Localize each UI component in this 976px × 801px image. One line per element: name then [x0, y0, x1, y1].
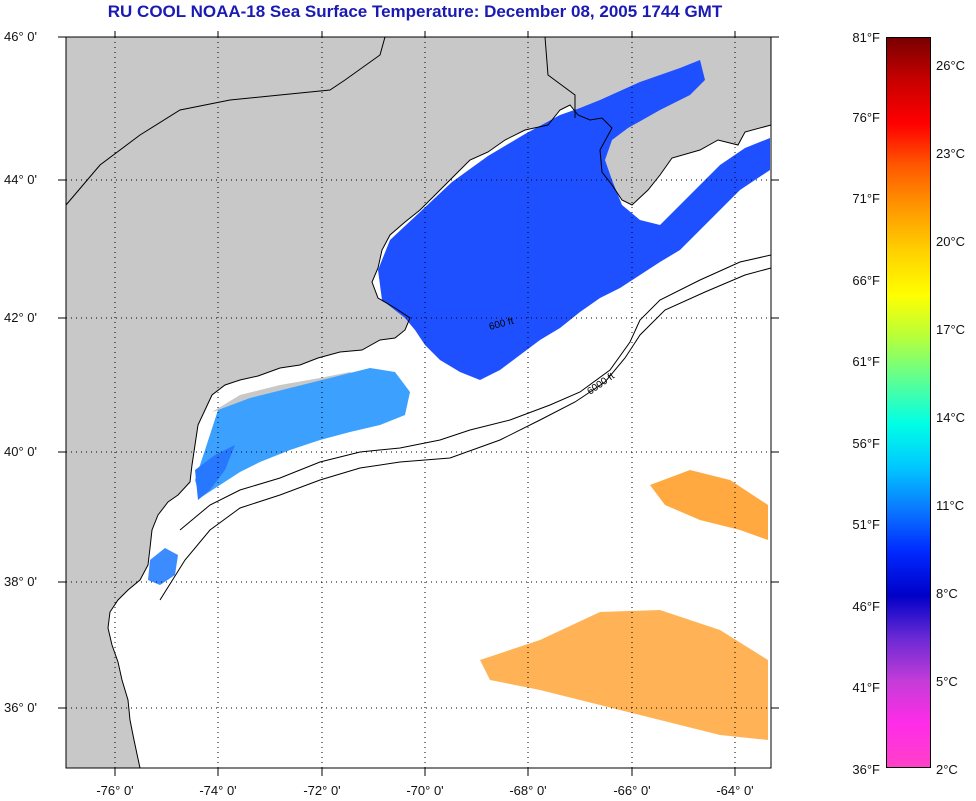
lat-label-40: 40° 0' — [4, 444, 37, 459]
lon-label-76: -76° 0' — [96, 783, 134, 798]
lat-label-42: 42° 0' — [4, 310, 37, 325]
colorbar-label-41f: 41°F — [852, 680, 880, 695]
colorbar-label-26c: 26°C — [936, 58, 966, 73]
colorbar-label-11c: 11°C — [936, 498, 965, 513]
sst-mid-atlantic-bight — [195, 368, 410, 498]
colorbar-label-61f: 61°F — [852, 354, 880, 369]
sst-coastal-md — [148, 548, 178, 585]
colorbar-label-66f: 66°F — [852, 273, 880, 288]
colorbar-label-5c: 5°C — [936, 674, 958, 689]
map-ticks — [58, 31, 779, 776]
land-area — [66, 37, 771, 768]
graticule — [66, 37, 771, 768]
colorbar-label-56f: 56°F — [852, 436, 880, 451]
lon-label-64: -64° 0' — [716, 783, 754, 798]
colorbar-label-14c: 14°C — [936, 410, 966, 425]
map-frame — [65, 36, 772, 769]
colorbar-label-2c: 2°C — [936, 762, 958, 777]
colorbar-label-20c: 20°C — [936, 234, 966, 249]
lat-label-44: 44° 0' — [4, 172, 37, 187]
colorbar-label-23c: 23°C — [936, 146, 966, 161]
temperature-colorbar — [886, 37, 931, 768]
sst-gulf-of-maine — [378, 60, 770, 380]
sst-coastal-nj — [195, 445, 235, 500]
colorbar-label-36f: 36°F — [852, 762, 880, 777]
colorbar-label-81f: 81°F — [852, 30, 880, 45]
colorbar-label-8c: 8°C — [936, 586, 958, 601]
lon-label-70: -70° 0' — [406, 783, 444, 798]
bathymetry-contours — [159, 254, 772, 601]
coastline — [107, 104, 772, 769]
colorbar-label-17c: 17°C — [936, 322, 966, 337]
lon-label-74: -74° 0' — [199, 783, 237, 798]
border-lines — [65, 36, 576, 206]
colorbar-label-71f: 71°F — [852, 191, 880, 206]
colorbar-label-51f: 51°F — [852, 517, 880, 532]
lon-label-66: -66° 0' — [613, 783, 651, 798]
lat-label-36: 36° 0' — [4, 700, 37, 715]
colorbar-label-76f: 76°F — [852, 110, 880, 125]
lon-label-72: -72° 0' — [303, 783, 341, 798]
sst-warm-patches-1 — [650, 470, 768, 540]
lat-label-38: 38° 0' — [4, 574, 37, 589]
lon-label-68: -68° 0' — [509, 783, 547, 798]
colorbar-label-46f: 46°F — [852, 599, 880, 614]
lat-label-46: 46° 0' — [4, 29, 37, 44]
map-title: RU COOL NOAA-18 Sea Surface Temperature:… — [107, 2, 723, 21]
